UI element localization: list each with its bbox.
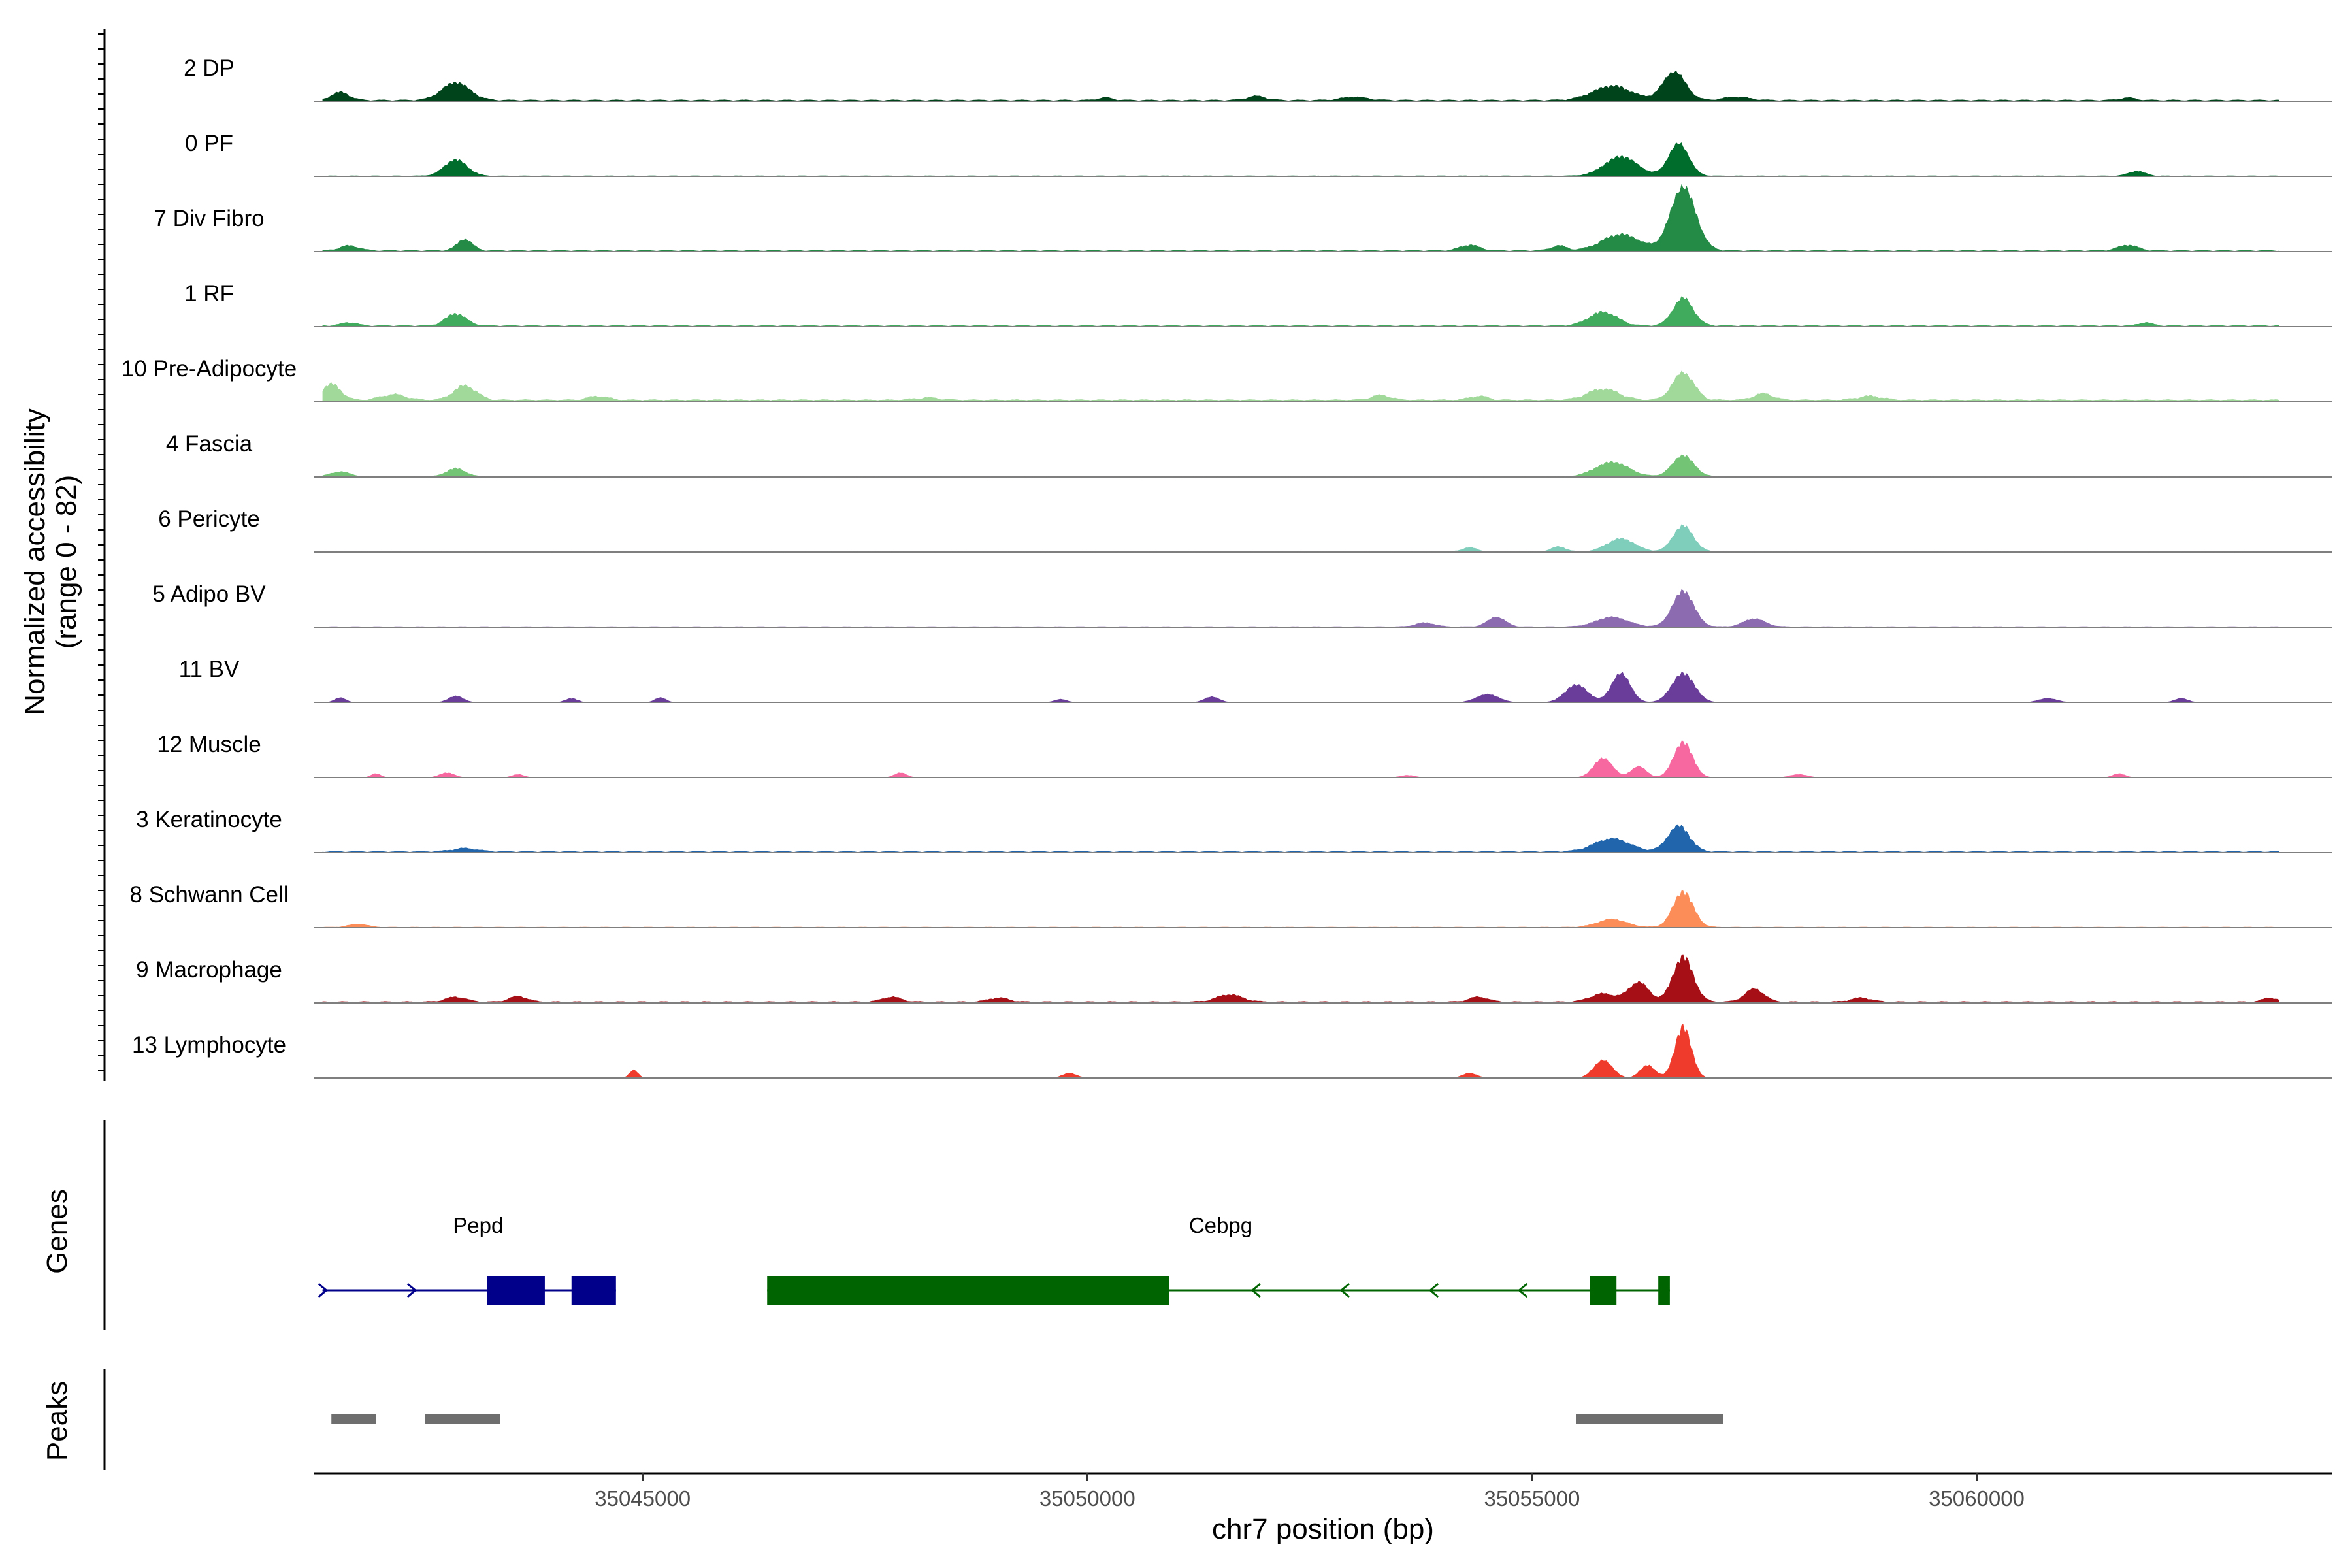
x-tick-label: 35045000 bbox=[595, 1486, 691, 1511]
peaks-title: Peaks bbox=[41, 1381, 73, 1461]
strand-arrow bbox=[406, 1282, 417, 1298]
peak-region bbox=[425, 1414, 500, 1424]
strand-arrow bbox=[318, 1282, 328, 1298]
track-label: 13 Lymphocyte bbox=[132, 1032, 286, 1058]
coverage-area bbox=[322, 454, 2279, 477]
coverage-area bbox=[322, 589, 2279, 627]
track-label: 6 Pericyte bbox=[158, 506, 260, 532]
x-tick-label: 35050000 bbox=[1039, 1486, 1135, 1511]
coverage-area bbox=[322, 524, 2279, 552]
genes-title-group: Genes bbox=[41, 1189, 73, 1274]
y-axis-subtitle: (range 0 - 82) bbox=[50, 475, 82, 649]
track-label: 11 BV bbox=[179, 657, 240, 682]
track-label: 9 Macrophage bbox=[136, 957, 282, 983]
y-axis-rail bbox=[98, 29, 106, 1081]
gene-pepd: Pepd bbox=[318, 1213, 616, 1305]
y-axis-title: Normalized accessibility bbox=[19, 408, 51, 715]
track-4-fascia: 4 Fascia bbox=[166, 431, 2332, 478]
coverage-area bbox=[322, 890, 2279, 928]
track-label: 10 Pre-Adipocyte bbox=[122, 356, 297, 382]
x-axis-ticks: 35045000 35050000 35055000 35060000 bbox=[595, 1473, 2025, 1511]
track-label: 2 DP bbox=[184, 56, 235, 81]
coverage-area bbox=[322, 296, 2279, 327]
track-8-schwann-cell: 8 Schwann Cell bbox=[129, 882, 2332, 928]
strand-arrow bbox=[1517, 1282, 1528, 1298]
coverage-area bbox=[322, 824, 2279, 853]
x-axis-title: chr7 position (bp) bbox=[1212, 1513, 1434, 1545]
gene-label: Cebpg bbox=[1189, 1213, 1252, 1237]
track-label: 0 PF bbox=[185, 131, 233, 156]
track-5-adipo-bv: 5 Adipo BV bbox=[152, 581, 2332, 628]
track-12-muscle: 12 Muscle bbox=[157, 732, 2332, 778]
peak-region bbox=[1576, 1414, 1723, 1424]
track-13-lymphocyte: 13 Lymphocyte bbox=[132, 1024, 2332, 1079]
coverage-area bbox=[322, 954, 2279, 1003]
peak-track bbox=[331, 1414, 1723, 1424]
gene-exon bbox=[1590, 1276, 1617, 1305]
track-3-keratinocyte: 3 Keratinocyte bbox=[136, 807, 2332, 853]
y-axis-title-group: Normalized accessibility (range 0 - 82) bbox=[19, 408, 82, 715]
genes-title: Genes bbox=[41, 1189, 73, 1274]
track-label: 7 Div Fibro bbox=[154, 206, 264, 231]
coverage-area bbox=[322, 672, 2279, 702]
track-10-pre-adipocyte: 10 Pre-Adipocyte bbox=[122, 356, 2332, 402]
coverage-area bbox=[322, 184, 2279, 252]
peaks-title-group: Peaks bbox=[41, 1381, 73, 1461]
track-7-div-fibro: 7 Div Fibro bbox=[154, 184, 2332, 252]
track-2-dp: 2 DP bbox=[184, 56, 2332, 102]
coverage-area bbox=[322, 370, 2279, 402]
strand-arrow bbox=[1339, 1282, 1350, 1298]
track-label: 8 Schwann Cell bbox=[129, 882, 288, 907]
track-label: 3 Keratinocyte bbox=[136, 807, 282, 832]
x-tick-label: 35060000 bbox=[1929, 1486, 2025, 1511]
gene-exon bbox=[767, 1276, 1169, 1305]
gene-cebpg: Cebpg bbox=[767, 1213, 1670, 1305]
track-11-bv: 11 BV bbox=[179, 657, 2332, 703]
track-6-pericyte: 6 Pericyte bbox=[158, 506, 2332, 553]
track-0-pf: 0 PF bbox=[185, 131, 2332, 177]
gene-exon bbox=[487, 1276, 545, 1305]
strand-arrow bbox=[1428, 1282, 1439, 1298]
coverage-tracks: 2 DP 0 PF 7 Div Fibro 1 RF 10 Pre-Adipocyte 4… bbox=[122, 56, 2332, 1079]
gene-track: Pepd Cebpg bbox=[318, 1213, 1670, 1305]
coverage-area bbox=[322, 1024, 2279, 1078]
coverage-area bbox=[322, 740, 2279, 777]
track-label: 1 RF bbox=[184, 281, 234, 306]
gene-label: Pepd bbox=[453, 1213, 503, 1237]
strand-arrow bbox=[1250, 1282, 1261, 1298]
gene-exon bbox=[1658, 1276, 1670, 1305]
track-label: 12 Muscle bbox=[157, 732, 261, 757]
track-1-rf: 1 RF bbox=[184, 281, 2332, 327]
track-label: 5 Adipo BV bbox=[152, 581, 266, 607]
coverage-area bbox=[322, 70, 2279, 101]
track-9-macrophage: 9 Macrophage bbox=[136, 954, 2332, 1004]
track-label: 4 Fascia bbox=[166, 431, 253, 457]
peak-region bbox=[331, 1414, 376, 1424]
coverage-area bbox=[322, 142, 2279, 176]
x-tick-label: 35055000 bbox=[1484, 1486, 1580, 1511]
gene-exon bbox=[571, 1276, 616, 1305]
